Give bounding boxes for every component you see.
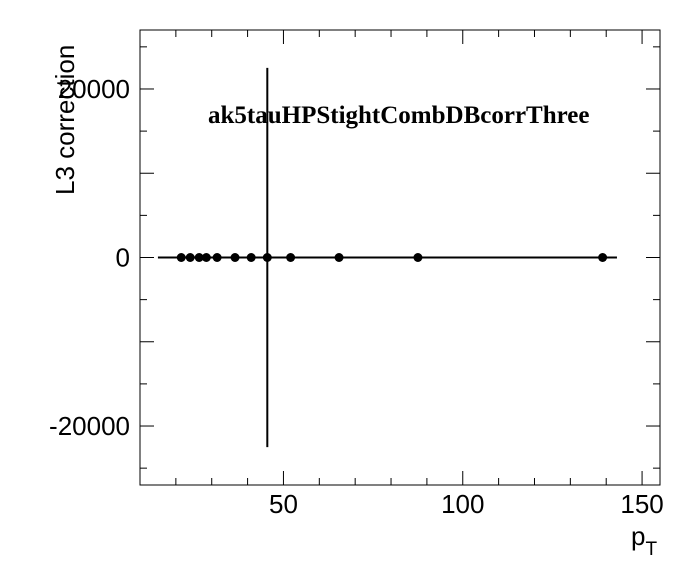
x-axis-title-subscript: T	[645, 539, 657, 560]
chart-title: ak5tauHPStightCombDBcorrThree	[208, 102, 589, 129]
y-axis-title: L3 correction	[50, 45, 80, 195]
data-point	[262, 253, 272, 262]
x-axis-title: pT	[631, 521, 657, 560]
data-point	[185, 253, 195, 262]
y-tick-label: 20000	[58, 74, 130, 104]
data-point	[246, 253, 256, 262]
data-point	[230, 253, 240, 262]
y-tick-label: 0	[116, 243, 130, 273]
x-axis-title-main: p	[631, 521, 645, 551]
data-point	[334, 253, 344, 262]
data-point	[212, 253, 222, 262]
data-point	[598, 253, 608, 262]
data-point	[201, 253, 211, 262]
axis-tick-labels: 50 100 150 -20000 0 20000	[49, 74, 664, 519]
data-point	[194, 253, 204, 262]
data-point	[286, 253, 296, 262]
data-points	[176, 253, 608, 262]
x-tick-label: 100	[441, 489, 484, 519]
x-tick-label: 150	[620, 489, 663, 519]
data-point	[176, 253, 186, 262]
data-point	[413, 253, 423, 262]
axis-ticks	[139, 30, 660, 485]
x-tick-label: 50	[269, 489, 298, 519]
y-tick-label: -20000	[49, 411, 130, 441]
